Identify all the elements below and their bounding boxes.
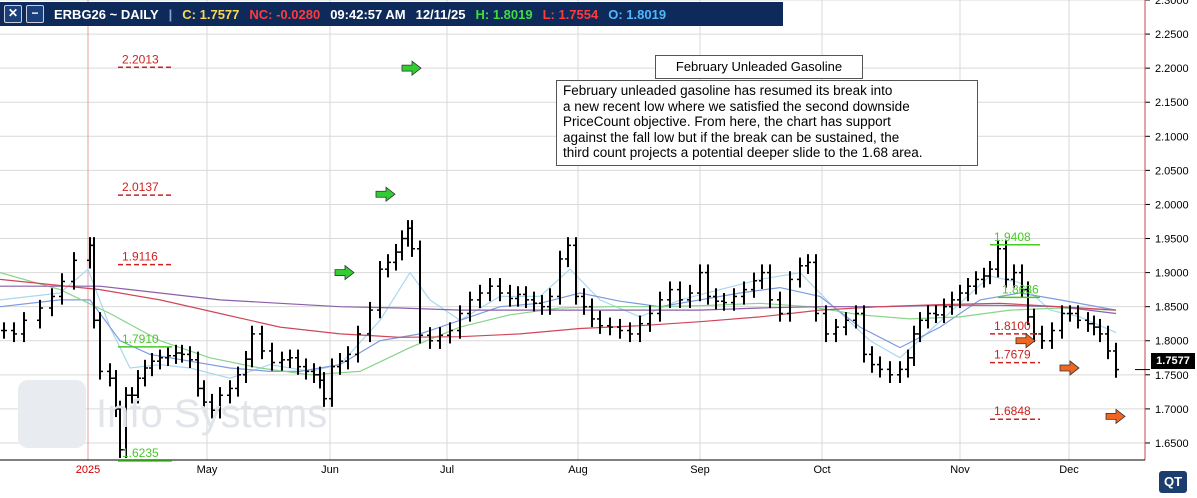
chart-header: ✕ − ERBG26 ~ DAILY | C: 1.7577 NC: -0.02… [0, 2, 783, 26]
price-count-level-label: 1.7679 [994, 348, 1031, 362]
x-tick-label: Aug [568, 464, 588, 476]
close-icon[interactable]: ✕ [4, 5, 22, 23]
note-line: against the fall low but if the break ca… [563, 129, 900, 145]
y-tick-label: 2.3000 [1155, 0, 1189, 7]
note-line: a new recent low where we satisfied the … [563, 98, 910, 114]
y-tick-label: 1.8500 [1155, 302, 1189, 314]
price-count-level-label: 1.7910 [122, 332, 159, 346]
note-line: PriceCount objective. From here, the cha… [563, 114, 891, 129]
price-count-level-label: 1.8100 [994, 319, 1031, 333]
x-tick-label: May [197, 464, 218, 476]
low-value: L: 1.7554 [542, 6, 599, 22]
signal-arrow-icon [1105, 408, 1126, 425]
price-count-level-label: 2.0137 [122, 180, 159, 194]
price-count-level-label: 1.9116 [122, 250, 158, 264]
commentary-note: February unleaded gasoline has resumed i… [556, 80, 978, 166]
plot-area [0, 0, 1145, 460]
symbol-label: ERBG26 ~ DAILY [54, 6, 159, 22]
x-tick-label: Sep [690, 464, 710, 476]
x-tick-label: Jun [321, 464, 339, 476]
price-count-level-label: 1.6235 [122, 446, 159, 460]
corner-logo-icon[interactable]: QT [1159, 471, 1187, 493]
price-count-level-label: 1.8636 [1002, 282, 1039, 296]
date-label: 12/11/25 [415, 6, 466, 22]
y-tick-label: 1.6500 [1155, 438, 1189, 450]
x-tick-label: Oct [813, 464, 830, 476]
last-price-tag: 1.7577 [1151, 353, 1195, 369]
minimize-icon[interactable]: − [26, 5, 44, 23]
signal-arrow-icon [1015, 332, 1036, 349]
y-tick-label: 2.1000 [1155, 131, 1189, 143]
x-tick-label: Dec [1059, 464, 1079, 476]
signal-arrow-icon [334, 264, 355, 281]
x-tick-label: Nov [950, 464, 970, 476]
signal-arrow-icon [375, 186, 396, 203]
y-tick-label: 2.0000 [1155, 199, 1189, 211]
watermark-text: Info Systems [96, 392, 328, 436]
moving-average-line-ma-red [0, 278, 1117, 338]
signal-arrow-icon [1059, 360, 1080, 376]
note-line: February unleaded gasoline has resumed i… [563, 83, 893, 98]
net-change-value: NC: -0.0280 [249, 6, 321, 22]
price-count-level-label: 2.2013 [122, 52, 159, 66]
x-tick-label: 2025 [76, 464, 100, 476]
moving-average-line-ma-purple [0, 285, 1117, 315]
x-tick-label: Jul [440, 464, 454, 476]
y-tick-label: 1.9000 [1155, 268, 1189, 280]
y-tick-label: 2.1500 [1155, 97, 1189, 109]
signal-arrow-icon [401, 60, 422, 76]
y-tick-label: 1.7500 [1155, 370, 1189, 382]
watermark-logo-icon [18, 380, 86, 448]
note-line: third count projects a potential deeper … [563, 145, 923, 160]
y-tick-label: 2.2000 [1155, 63, 1189, 75]
close-value: C: 1.7577 [182, 6, 240, 22]
price-count-level-label: 1.6848 [994, 404, 1031, 418]
note-title: February Unleaded Gasoline [655, 55, 863, 79]
high-value: H: 1.8019 [475, 6, 533, 22]
open-value: O: 1.8019 [608, 6, 667, 22]
moving-average-line-ma-green [0, 272, 1117, 376]
y-tick-label: 1.7000 [1155, 404, 1189, 416]
y-tick-label: 1.9500 [1155, 234, 1189, 246]
y-tick-label: 1.8000 [1155, 336, 1189, 348]
y-tick-label: 2.2500 [1155, 29, 1189, 41]
time-label: 09:42:57 AM [330, 6, 406, 22]
y-tick-label: 2.0500 [1155, 165, 1189, 177]
price-count-level-label: 1.9408 [994, 230, 1031, 244]
